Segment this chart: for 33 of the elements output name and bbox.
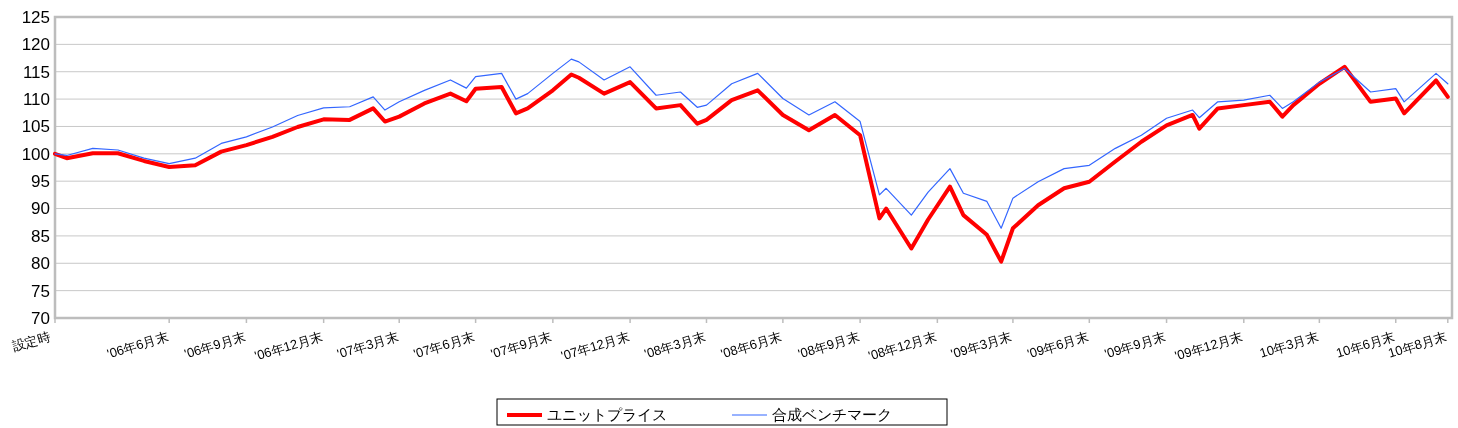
x-tick-label: '08年6月末 [718, 328, 784, 362]
y-tick-label: 120 [21, 35, 50, 55]
y-tick-label: 105 [21, 117, 50, 137]
x-tick-label: '06年12月末 [252, 328, 325, 364]
y-tick-label: 75 [31, 281, 50, 301]
y-tick-label: 70 [31, 308, 50, 328]
x-tick-label: '07年6月末 [411, 328, 477, 362]
y-tick-label: 85 [31, 226, 50, 246]
x-tick-label: '07年3月末 [335, 328, 401, 362]
y-tick-label: 110 [22, 90, 50, 110]
x-tick-label: '08年9月末 [796, 328, 861, 362]
y-tick-label: 100 [21, 144, 50, 164]
y-tick-label: 80 [31, 254, 50, 274]
x-tick-label: 設定時 [10, 328, 52, 355]
x-tick-label: 10年3月末 [1257, 328, 1321, 361]
x-tick-label: '06年9月末 [182, 328, 248, 362]
x-tick-label: '07年9月末 [488, 328, 554, 362]
line-series [53, 64, 1450, 264]
y-tick-label: 95 [31, 172, 50, 192]
x-tick-label: '09年6月末 [1025, 328, 1091, 362]
x-tick-label: '07年12月末 [559, 328, 631, 364]
legend-label: ユニットプライス [547, 406, 667, 424]
x-tick-label: '09年9月末 [1102, 328, 1168, 362]
line-series [54, 58, 1449, 229]
legend-label: 合成ベンチマーク [772, 406, 892, 424]
x-tick-label: '09年12月末 [1172, 328, 1245, 364]
x-tick-label: '08年12月末 [866, 328, 939, 364]
y-tick-label: 90 [31, 199, 50, 219]
y-tick-label: 125 [21, 7, 50, 27]
y-tick-label: 115 [22, 62, 50, 82]
x-tick-label: '08年3月末 [642, 328, 708, 362]
x-tick-label: '09年3月末 [949, 328, 1014, 362]
x-tick-label: '06年6月末 [105, 328, 171, 362]
